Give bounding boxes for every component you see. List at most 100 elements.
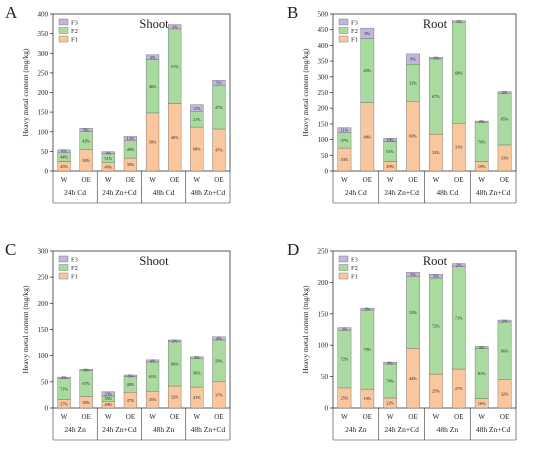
category-label: OE [170, 413, 179, 421]
y-tick-label: 500 [318, 11, 329, 19]
bar-segment-f3 [406, 53, 420, 65]
bar-segment-f3 [190, 104, 204, 112]
group-label: 24h Zn [64, 425, 86, 434]
panel-c: C Shoot 0 50 100 150 200 250 300 Heavy metal cont… [5, 240, 231, 441]
data-label: 46% [149, 84, 157, 89]
y-tick-label: 50 [41, 378, 49, 386]
bar-segment-f3 [212, 336, 226, 341]
data-label: 41% [193, 395, 201, 400]
group-label: 48h Zn [153, 425, 175, 434]
data-label: 46% [171, 135, 179, 140]
category-label: OE [454, 413, 463, 421]
data-label: 66% [501, 348, 509, 353]
legend-swatch-f3 [58, 255, 69, 263]
y-tick-label: 200 [38, 300, 49, 308]
category-label: W [194, 176, 201, 184]
data-label: 4% [150, 55, 156, 60]
category-label: W [341, 176, 348, 184]
panel-title: Root [423, 254, 448, 268]
group-label: 24h Zn+Cd [102, 188, 137, 197]
data-label: 3% [172, 24, 178, 29]
data-label: 32% [501, 391, 509, 396]
y-axis-label: Heavy metal content (mg/kg) [301, 48, 310, 137]
y-tick-label: 250 [318, 89, 329, 97]
bar-segment-f3 [360, 27, 375, 39]
data-label: 19% [363, 396, 371, 401]
data-label: 68% [193, 147, 201, 152]
data-label: 5% [128, 373, 134, 378]
category-label: W [387, 176, 394, 184]
category-label: W [478, 176, 485, 184]
legend-swatch-f2 [338, 27, 349, 34]
bar-segment-f3 [337, 127, 352, 133]
legend-label: F3 [71, 257, 78, 264]
data-label: 46% [104, 164, 112, 169]
legend-label: F1 [351, 274, 358, 281]
legend-swatch-f3 [338, 18, 349, 26]
data-label: 6% [61, 149, 67, 154]
legend-swatch-f2 [58, 27, 69, 34]
data-label: 44% [60, 154, 68, 159]
data-label: 47% [215, 148, 223, 153]
legend-label: F2 [351, 28, 358, 35]
data-label: 3% [194, 355, 200, 360]
group-label: 24h Zn [345, 425, 367, 434]
data-label: 4% [150, 359, 156, 364]
category-label: OE [408, 176, 417, 184]
data-label: 67% [82, 381, 90, 386]
data-label: 8% [365, 31, 371, 36]
data-label: 30% [82, 400, 90, 405]
data-label: 40% [104, 402, 112, 407]
y-tick-label: 0 [325, 405, 329, 413]
y-tick-label: 400 [38, 11, 49, 19]
bar-segment-f3 [123, 374, 138, 377]
data-label: 35% [149, 397, 157, 402]
y-tick-label: 400 [318, 42, 329, 50]
data-label: 48% [127, 382, 135, 387]
legend-swatch-f1 [338, 272, 349, 280]
bar-segment-f3 [474, 120, 489, 123]
data-label: 42% [82, 138, 90, 143]
data-label: 48% [363, 134, 371, 139]
panel-d: D Root 0 50 100 150 200 250 Heavy metal content … [287, 240, 517, 441]
legend-swatch-f2 [58, 264, 69, 271]
plot-frame [332, 13, 517, 172]
data-label: 37% [215, 393, 223, 398]
group-label: 24h Zn+Cd [384, 425, 419, 434]
data-label: 35% [104, 396, 112, 401]
data-label: 33% [501, 156, 509, 161]
data-label: 22% [386, 401, 394, 406]
panel-letter: D [287, 240, 299, 259]
data-label: 19% [478, 164, 486, 169]
legend-swatch-f1 [338, 35, 349, 43]
data-label: 9% [83, 128, 89, 133]
data-label: 37% [341, 138, 349, 143]
group-label: 24h Cd [345, 188, 367, 197]
data-label: 10% [386, 138, 394, 143]
data-label: 3% [342, 326, 348, 331]
legend-swatch-f1 [58, 272, 69, 280]
group-label: 48h Zn [437, 425, 459, 434]
data-label: 3% [479, 345, 485, 350]
y-tick-label: 50 [41, 148, 49, 156]
data-label: 25% [341, 396, 349, 401]
bar-segment-f3 [168, 339, 182, 342]
data-label: 79% [363, 347, 371, 352]
data-label: 61% [149, 374, 157, 379]
data-label: 9% [410, 57, 416, 62]
data-label: 16% [478, 401, 486, 406]
category-label: OE [82, 176, 91, 184]
category-label: W [149, 413, 156, 421]
y-tick-label: 350 [38, 30, 49, 38]
y-tick-label: 300 [38, 248, 49, 256]
category-label: W [149, 176, 156, 184]
y-tick-label: 350 [318, 58, 329, 66]
panel-title: Root [423, 17, 448, 31]
data-label: 51% [171, 64, 179, 69]
data-label: 53% [409, 310, 417, 315]
data-label: 49% [127, 147, 135, 152]
data-label: 44% [409, 376, 417, 381]
data-label: 68% [455, 70, 463, 75]
data-label: 2% [479, 119, 485, 124]
data-label: 2% [502, 90, 508, 95]
